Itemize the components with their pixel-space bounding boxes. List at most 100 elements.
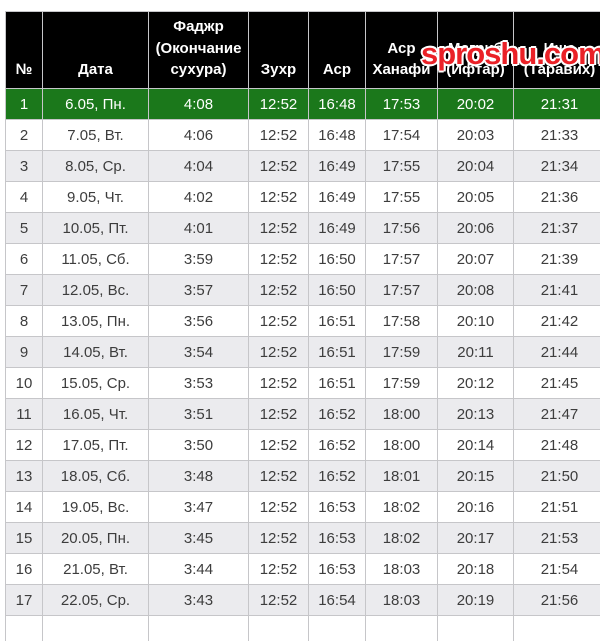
column-header-line: сухура)	[170, 61, 227, 79]
table-header: № Дата Фаджр (Окончание сухура) Зухр Аср Аср Хан…	[5, 11, 600, 89]
table-cell: 21:44	[513, 336, 600, 368]
table-row: 11 16.05, Чт. 3:51 12:52 16:52 18:00 20:13 21:4…	[5, 398, 600, 430]
table-cell: 16:49	[308, 212, 366, 244]
table-cell: 12:52	[248, 243, 309, 275]
column-header: Иша (Таравих)	[513, 11, 600, 89]
table-cell: 4	[5, 181, 43, 213]
table-cell: 21:31	[513, 88, 600, 120]
table-cell: 15	[5, 522, 43, 554]
table-cell: 20:03	[437, 119, 514, 151]
table-cell: 20:06	[437, 212, 514, 244]
table-cell: 16:53	[308, 553, 366, 585]
table-cell: 20:14	[437, 429, 514, 461]
table-cell: 6.05, Пн.	[42, 88, 149, 120]
header-row: № Дата Фаджр (Окончание сухура) Зухр Аср Аср Хан…	[5, 11, 600, 89]
table-cell: 12:52	[248, 212, 309, 244]
table-cell-empty	[148, 615, 249, 641]
table-cell: 20:17	[437, 522, 514, 554]
table-row: 8 13.05, Пн. 3:56 12:52 16:51 17:58 20:10 21:42	[5, 305, 600, 337]
table-cell: 6	[5, 243, 43, 275]
table-cell: 21:54	[513, 553, 600, 585]
table-cell: 3:43	[148, 584, 249, 616]
table-row: 17 22.05, Ср. 3:43 12:52 16:54 18:03 20:19 21:5…	[5, 584, 600, 616]
table-cell-empty	[5, 615, 43, 641]
table-row: 7 12.05, Вс. 3:57 12:52 16:50 17:57 20:08 21:41	[5, 274, 600, 306]
table-cell: 3:45	[148, 522, 249, 554]
table-cell: 20:10	[437, 305, 514, 337]
table-cell: 18:00	[365, 398, 438, 430]
table-cell: 21:33	[513, 119, 600, 151]
table-cell: 7	[5, 274, 43, 306]
table-row: 12 17.05, Пт. 3:50 12:52 16:52 18:00 20:14 21:4…	[5, 429, 600, 461]
column-header: Аср	[308, 11, 366, 89]
table-cell: 10.05, Пт.	[42, 212, 149, 244]
column-header: Аср Ханафи	[365, 11, 438, 89]
table-cell-empty	[42, 615, 149, 641]
table-row: 4 9.05, Чт. 4:02 12:52 16:49 17:55 20:05 21:36	[5, 181, 600, 213]
table-cell: 12:52	[248, 305, 309, 337]
table-cell: 14.05, Вт.	[42, 336, 149, 368]
table-cell-empty	[365, 615, 438, 641]
table-cell: 20:15	[437, 460, 514, 492]
table-cell: 12:52	[248, 522, 309, 554]
table-cell: 2	[5, 119, 43, 151]
table-row: 10 15.05, Ср. 3:53 12:52 16:51 17:59 20:12 21:4…	[5, 367, 600, 399]
table-cell: 21:47	[513, 398, 600, 430]
table-cell: 16:51	[308, 336, 366, 368]
table-cell: 16:48	[308, 88, 366, 120]
table-cell: 16:53	[308, 522, 366, 554]
column-header-line: Фаджр	[173, 17, 224, 35]
column-header-line: (Ифтар)	[446, 61, 505, 79]
table-cell: 21:37	[513, 212, 600, 244]
table-cell: 18:01	[365, 460, 438, 492]
table-cell: 16:53	[308, 491, 366, 523]
table-cell: 12:52	[248, 150, 309, 182]
table-cell: 14	[5, 491, 43, 523]
table-cell: 16:48	[308, 119, 366, 151]
table-cell: 21.05, Вт.	[42, 553, 149, 585]
table-cell: 12:52	[248, 398, 309, 430]
column-header-line: Зухр	[260, 61, 297, 79]
table-cell: 16:49	[308, 150, 366, 182]
table-cell: 16:50	[308, 243, 366, 275]
table-cell: 16:51	[308, 305, 366, 337]
column-header: №	[5, 11, 43, 89]
table-cell: 20:13	[437, 398, 514, 430]
table-cell: 16:54	[308, 584, 366, 616]
table-cell: 12.05, Вс.	[42, 274, 149, 306]
table-cell: 18:03	[365, 553, 438, 585]
table-row-partial	[5, 615, 600, 641]
table-cell: 21:53	[513, 522, 600, 554]
table-cell: 3:56	[148, 305, 249, 337]
table-cell: 20:19	[437, 584, 514, 616]
table-cell: 18:03	[365, 584, 438, 616]
table-cell: 20:04	[437, 150, 514, 182]
table-cell: 20:16	[437, 491, 514, 523]
table-cell: 12:52	[248, 491, 309, 523]
table-cell: 4:01	[148, 212, 249, 244]
table-cell: 3	[5, 150, 43, 182]
table-cell: 16:52	[308, 460, 366, 492]
table-cell: 17:55	[365, 181, 438, 213]
table-cell: 12:52	[248, 584, 309, 616]
table-cell: 16.05, Чт.	[42, 398, 149, 430]
table-cell: 7.05, Вт.	[42, 119, 149, 151]
table-row: 15 20.05, Пн. 3:45 12:52 16:53 18:02 20:17 21:5…	[5, 522, 600, 554]
prayer-times-table: № Дата Фаджр (Окончание сухура) Зухр Аср Аср Хан…	[5, 11, 600, 641]
table-row: 1 6.05, Пн. 4:08 12:52 16:48 17:53 20:02 21:31	[5, 88, 600, 120]
table-cell: 17:59	[365, 336, 438, 368]
table-cell: 21:45	[513, 367, 600, 399]
table-cell: 16:51	[308, 367, 366, 399]
table-cell: 21:50	[513, 460, 600, 492]
table-cell: 12:52	[248, 367, 309, 399]
table-cell: 22.05, Ср.	[42, 584, 149, 616]
table-cell: 20:02	[437, 88, 514, 120]
table-cell: 4:04	[148, 150, 249, 182]
table-row: 5 10.05, Пт. 4:01 12:52 16:49 17:56 20:06 21:37	[5, 212, 600, 244]
table-cell: 20:08	[437, 274, 514, 306]
column-header: Дата	[42, 11, 149, 89]
table-cell: 20:18	[437, 553, 514, 585]
table-cell: 17:53	[365, 88, 438, 120]
table-cell: 21:41	[513, 274, 600, 306]
